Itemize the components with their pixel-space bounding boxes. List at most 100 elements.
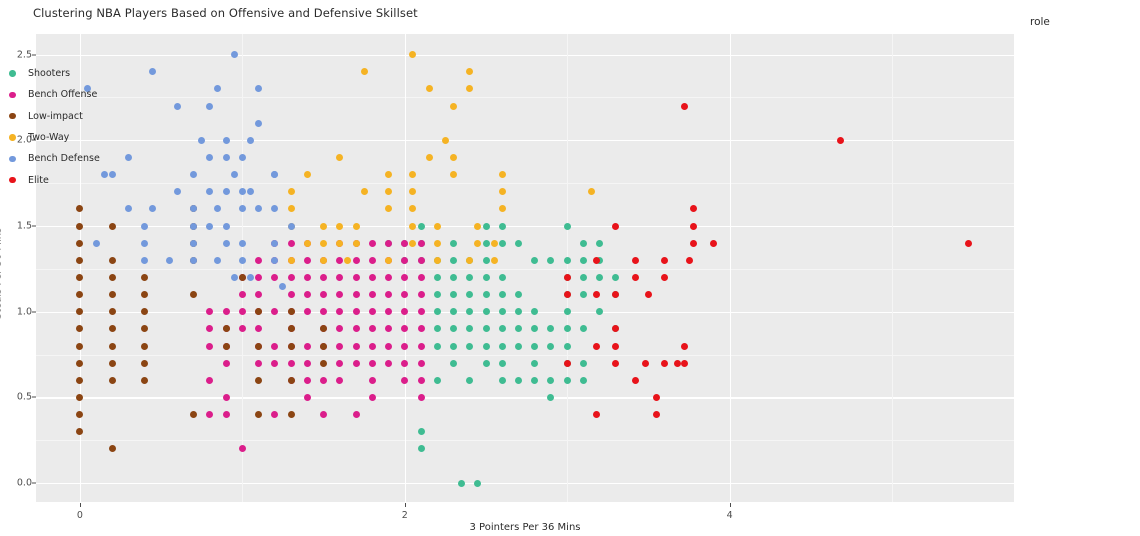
data-point-two-way: [320, 256, 328, 264]
data-point-two-way: [385, 205, 393, 213]
data-point-shooters: [482, 222, 490, 230]
data-point-low-impact: [238, 273, 246, 281]
data-point-bench-defense: [190, 171, 198, 179]
data-point-shooters: [515, 291, 522, 299]
data-point-bench-defense: [214, 205, 222, 213]
data-point-bench-offense: [352, 411, 360, 419]
data-point-bench-offense: [401, 342, 409, 350]
data-point-bench-offense: [385, 291, 393, 299]
data-point-bench-offense: [352, 273, 360, 281]
data-point-shooters: [579, 376, 587, 384]
data-point-low-impact: [287, 411, 295, 419]
data-point-bench-offense: [238, 325, 246, 333]
legend-items: Shooters Bench Offense Low-impact Two-Way Be…: [4, 63, 110, 191]
data-point-bench-defense: [92, 239, 100, 247]
data-point-low-impact: [108, 445, 116, 453]
data-point-low-impact: [108, 256, 116, 264]
data-point-shooters: [596, 308, 604, 316]
y-tick-label: 0.5: [16, 391, 32, 403]
y-tick-mark: [32, 482, 36, 484]
data-point-low-impact: [287, 376, 295, 384]
data-point-bench-offense: [385, 325, 393, 333]
gridline-x-major: [79, 34, 81, 502]
data-point-elite: [592, 342, 600, 350]
legend-swatch-icon: [9, 70, 16, 77]
data-point-two-way: [303, 239, 311, 247]
gridline-y-major: [36, 397, 1014, 399]
data-point-bench-offense: [222, 393, 230, 401]
data-point-bench-offense: [417, 325, 425, 333]
data-point-elite: [563, 273, 571, 281]
data-point-elite: [563, 359, 571, 367]
data-point-bench-offense: [368, 359, 376, 367]
data-point-low-impact: [108, 273, 116, 281]
data-point-shooters: [498, 239, 506, 247]
data-point-shooters: [579, 359, 587, 367]
data-point-elite: [644, 291, 652, 299]
data-point-bench-offense: [320, 273, 328, 281]
data-point-bench-defense: [238, 239, 246, 247]
data-point-bench-offense: [287, 239, 295, 247]
data-point-bench-offense: [417, 342, 425, 350]
data-point-shooters: [466, 308, 474, 316]
legend-item-bench-defense[interactable]: Bench Defense: [4, 148, 110, 169]
data-point-bench-offense: [255, 256, 263, 264]
data-point-two-way: [303, 171, 311, 179]
gridline-x-major: [404, 34, 406, 502]
data-point-shooters: [531, 325, 539, 333]
data-point-shooters: [515, 376, 522, 384]
data-point-shooters: [547, 393, 555, 401]
legend-swatch-icon: [9, 155, 16, 163]
data-point-shooters: [450, 308, 458, 316]
gridline-x-minor: [567, 34, 568, 502]
gridline-x-major: [729, 34, 731, 502]
data-point-bench-offense: [303, 308, 311, 316]
data-point-bench-offense: [352, 342, 360, 350]
data-point-bench-offense: [303, 256, 311, 264]
data-point-bench-offense: [417, 273, 425, 281]
data-point-two-way: [466, 68, 474, 76]
data-point-bench-offense: [287, 273, 295, 281]
data-point-shooters: [433, 273, 441, 281]
data-point-elite: [680, 102, 688, 110]
legend-item-label: Bench Defense: [28, 153, 100, 165]
data-point-two-way: [352, 222, 360, 230]
data-point-bench-offense: [401, 239, 409, 247]
data-point-two-way: [490, 256, 498, 264]
data-point-bench-offense: [271, 308, 279, 316]
data-point-shooters: [417, 428, 425, 436]
data-point-bench-offense: [417, 376, 425, 384]
data-point-bench-offense: [222, 308, 230, 316]
data-point-shooters: [498, 308, 506, 316]
data-point-two-way: [474, 239, 482, 247]
data-point-low-impact: [76, 376, 84, 384]
data-point-bench-defense: [206, 153, 214, 161]
legend-item-low-impact[interactable]: Low-impact: [4, 106, 110, 127]
data-point-two-way: [336, 153, 344, 161]
legend-item-bench-offense[interactable]: Bench Offense: [4, 84, 110, 105]
data-point-low-impact: [108, 308, 116, 316]
data-point-bench-offense: [320, 308, 328, 316]
data-point-low-impact: [108, 222, 116, 230]
legend-item-elite[interactable]: Elite: [4, 169, 110, 190]
data-point-two-way: [498, 171, 506, 179]
legend-key: [4, 86, 21, 103]
gridline-y-minor: [36, 268, 1014, 270]
data-point-bench-defense: [190, 222, 198, 230]
data-point-shooters: [450, 256, 458, 264]
data-point-shooters: [450, 359, 458, 367]
legend-item-shooters[interactable]: Shooters: [4, 63, 110, 84]
data-point-elite: [685, 256, 693, 264]
data-point-shooters: [515, 342, 522, 350]
data-point-low-impact: [76, 273, 84, 281]
data-point-bench-offense: [222, 411, 230, 419]
legend-item-label: Low-impact: [28, 110, 83, 122]
data-point-shooters: [612, 273, 620, 281]
data-point-bench-offense: [385, 359, 393, 367]
data-point-bench-defense: [246, 273, 254, 281]
gridline-x-minor: [892, 34, 893, 502]
data-point-bench-defense: [246, 136, 254, 144]
legend-item-two-way[interactable]: Two-Way: [4, 127, 110, 148]
data-point-bench-offense: [206, 411, 214, 419]
data-point-bench-defense: [230, 273, 238, 281]
